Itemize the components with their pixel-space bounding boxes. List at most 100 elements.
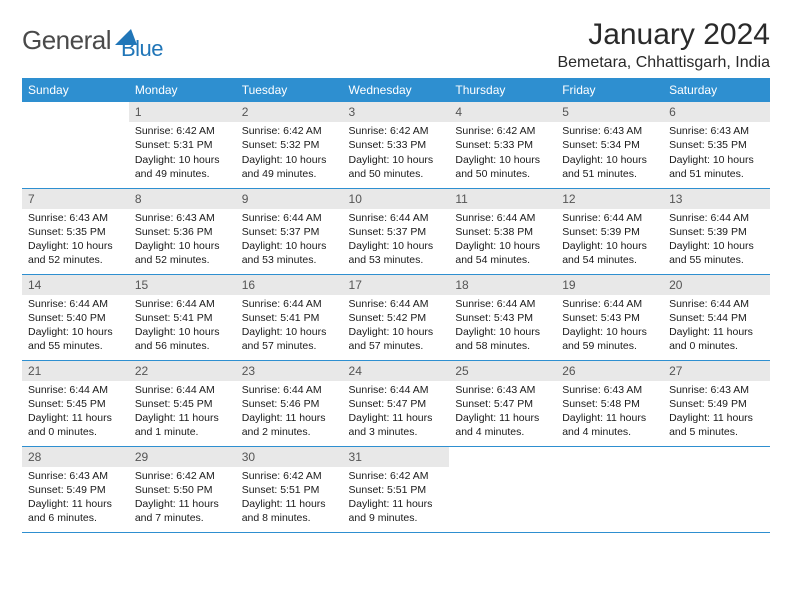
day-number: 7 (22, 189, 129, 209)
day-cell-2: 2Sunrise: 6:42 AMSunset: 5:32 PMDaylight… (236, 102, 343, 188)
day-content: Sunrise: 6:42 AMSunset: 5:32 PMDaylight:… (236, 122, 343, 185)
day-content: Sunrise: 6:44 AMSunset: 5:41 PMDaylight:… (236, 295, 343, 358)
logo-text-blue: Blue (121, 36, 163, 62)
day-number: 21 (22, 361, 129, 381)
day-number: 3 (343, 102, 450, 122)
day-cell-19: 19Sunrise: 6:44 AMSunset: 5:43 PMDayligh… (556, 274, 663, 360)
day-cell-7: 7Sunrise: 6:43 AMSunset: 5:35 PMDaylight… (22, 188, 129, 274)
day-number: 8 (129, 189, 236, 209)
day-cell-5: 5Sunrise: 6:43 AMSunset: 5:34 PMDaylight… (556, 102, 663, 188)
logo: General Blue (22, 18, 163, 62)
calendar-week-row: 14Sunrise: 6:44 AMSunset: 5:40 PMDayligh… (22, 274, 770, 360)
day-number: 29 (129, 447, 236, 467)
calendar-week-row: 1Sunrise: 6:42 AMSunset: 5:31 PMDaylight… (22, 102, 770, 188)
day-cell-10: 10Sunrise: 6:44 AMSunset: 5:37 PMDayligh… (343, 188, 450, 274)
day-content: Sunrise: 6:42 AMSunset: 5:50 PMDaylight:… (129, 467, 236, 530)
day-number: 10 (343, 189, 450, 209)
day-content: Sunrise: 6:43 AMSunset: 5:36 PMDaylight:… (129, 209, 236, 272)
day-content: Sunrise: 6:43 AMSunset: 5:49 PMDaylight:… (22, 467, 129, 530)
empty-cell (22, 102, 129, 188)
empty-cell (663, 446, 770, 532)
day-content: Sunrise: 6:43 AMSunset: 5:35 PMDaylight:… (22, 209, 129, 272)
day-number: 25 (449, 361, 556, 381)
header: General Blue January 2024 Bemetara, Chha… (22, 18, 770, 72)
day-content: Sunrise: 6:44 AMSunset: 5:43 PMDaylight:… (449, 295, 556, 358)
day-cell-14: 14Sunrise: 6:44 AMSunset: 5:40 PMDayligh… (22, 274, 129, 360)
day-number: 2 (236, 102, 343, 122)
day-content: Sunrise: 6:44 AMSunset: 5:41 PMDaylight:… (129, 295, 236, 358)
day-cell-13: 13Sunrise: 6:44 AMSunset: 5:39 PMDayligh… (663, 188, 770, 274)
day-cell-11: 11Sunrise: 6:44 AMSunset: 5:38 PMDayligh… (449, 188, 556, 274)
calendar-table: SundayMondayTuesdayWednesdayThursdayFrid… (22, 78, 770, 533)
day-content: Sunrise: 6:44 AMSunset: 5:45 PMDaylight:… (22, 381, 129, 444)
day-content: Sunrise: 6:44 AMSunset: 5:46 PMDaylight:… (236, 381, 343, 444)
day-cell-17: 17Sunrise: 6:44 AMSunset: 5:42 PMDayligh… (343, 274, 450, 360)
day-cell-29: 29Sunrise: 6:42 AMSunset: 5:50 PMDayligh… (129, 446, 236, 532)
day-cell-24: 24Sunrise: 6:44 AMSunset: 5:47 PMDayligh… (343, 360, 450, 446)
day-number: 22 (129, 361, 236, 381)
day-number: 14 (22, 275, 129, 295)
day-number: 1 (129, 102, 236, 122)
day-content: Sunrise: 6:44 AMSunset: 5:42 PMDaylight:… (343, 295, 450, 358)
empty-cell (449, 446, 556, 532)
empty-cell (556, 446, 663, 532)
day-content: Sunrise: 6:44 AMSunset: 5:40 PMDaylight:… (22, 295, 129, 358)
day-header-wednesday: Wednesday (343, 78, 450, 102)
day-cell-9: 9Sunrise: 6:44 AMSunset: 5:37 PMDaylight… (236, 188, 343, 274)
day-number: 28 (22, 447, 129, 467)
day-cell-16: 16Sunrise: 6:44 AMSunset: 5:41 PMDayligh… (236, 274, 343, 360)
day-number: 16 (236, 275, 343, 295)
day-header-tuesday: Tuesday (236, 78, 343, 102)
day-cell-20: 20Sunrise: 6:44 AMSunset: 5:44 PMDayligh… (663, 274, 770, 360)
day-content: Sunrise: 6:42 AMSunset: 5:33 PMDaylight:… (343, 122, 450, 185)
day-number: 15 (129, 275, 236, 295)
day-content: Sunrise: 6:44 AMSunset: 5:45 PMDaylight:… (129, 381, 236, 444)
day-cell-18: 18Sunrise: 6:44 AMSunset: 5:43 PMDayligh… (449, 274, 556, 360)
day-header-sunday: Sunday (22, 78, 129, 102)
day-content: Sunrise: 6:43 AMSunset: 5:34 PMDaylight:… (556, 122, 663, 185)
day-header-saturday: Saturday (663, 78, 770, 102)
day-cell-8: 8Sunrise: 6:43 AMSunset: 5:36 PMDaylight… (129, 188, 236, 274)
day-number: 5 (556, 102, 663, 122)
day-cell-28: 28Sunrise: 6:43 AMSunset: 5:49 PMDayligh… (22, 446, 129, 532)
day-content: Sunrise: 6:43 AMSunset: 5:35 PMDaylight:… (663, 122, 770, 185)
day-cell-27: 27Sunrise: 6:43 AMSunset: 5:49 PMDayligh… (663, 360, 770, 446)
day-number: 23 (236, 361, 343, 381)
day-cell-26: 26Sunrise: 6:43 AMSunset: 5:48 PMDayligh… (556, 360, 663, 446)
day-number: 31 (343, 447, 450, 467)
calendar-week-row: 7Sunrise: 6:43 AMSunset: 5:35 PMDaylight… (22, 188, 770, 274)
day-number: 18 (449, 275, 556, 295)
day-cell-4: 4Sunrise: 6:42 AMSunset: 5:33 PMDaylight… (449, 102, 556, 188)
day-number: 30 (236, 447, 343, 467)
day-cell-1: 1Sunrise: 6:42 AMSunset: 5:31 PMDaylight… (129, 102, 236, 188)
day-header-friday: Friday (556, 78, 663, 102)
day-content: Sunrise: 6:43 AMSunset: 5:49 PMDaylight:… (663, 381, 770, 444)
day-number: 17 (343, 275, 450, 295)
day-number: 20 (663, 275, 770, 295)
day-content: Sunrise: 6:42 AMSunset: 5:31 PMDaylight:… (129, 122, 236, 185)
day-content: Sunrise: 6:44 AMSunset: 5:44 PMDaylight:… (663, 295, 770, 358)
day-cell-25: 25Sunrise: 6:43 AMSunset: 5:47 PMDayligh… (449, 360, 556, 446)
day-content: Sunrise: 6:43 AMSunset: 5:48 PMDaylight:… (556, 381, 663, 444)
day-number: 12 (556, 189, 663, 209)
day-number: 6 (663, 102, 770, 122)
day-header-thursday: Thursday (449, 78, 556, 102)
day-cell-21: 21Sunrise: 6:44 AMSunset: 5:45 PMDayligh… (22, 360, 129, 446)
calendar-header-row: SundayMondayTuesdayWednesdayThursdayFrid… (22, 78, 770, 102)
day-number: 24 (343, 361, 450, 381)
day-content: Sunrise: 6:44 AMSunset: 5:43 PMDaylight:… (556, 295, 663, 358)
day-cell-31: 31Sunrise: 6:42 AMSunset: 5:51 PMDayligh… (343, 446, 450, 532)
day-content: Sunrise: 6:42 AMSunset: 5:51 PMDaylight:… (236, 467, 343, 530)
day-content: Sunrise: 6:43 AMSunset: 5:47 PMDaylight:… (449, 381, 556, 444)
day-number: 9 (236, 189, 343, 209)
day-cell-30: 30Sunrise: 6:42 AMSunset: 5:51 PMDayligh… (236, 446, 343, 532)
day-cell-3: 3Sunrise: 6:42 AMSunset: 5:33 PMDaylight… (343, 102, 450, 188)
calendar-body: 1Sunrise: 6:42 AMSunset: 5:31 PMDaylight… (22, 102, 770, 532)
day-header-monday: Monday (129, 78, 236, 102)
day-number: 19 (556, 275, 663, 295)
day-content: Sunrise: 6:44 AMSunset: 5:37 PMDaylight:… (343, 209, 450, 272)
location-subtitle: Bemetara, Chhattisgarh, India (557, 54, 770, 72)
logo-text-general: General (22, 25, 111, 56)
month-title: January 2024 (557, 18, 770, 52)
day-cell-23: 23Sunrise: 6:44 AMSunset: 5:46 PMDayligh… (236, 360, 343, 446)
